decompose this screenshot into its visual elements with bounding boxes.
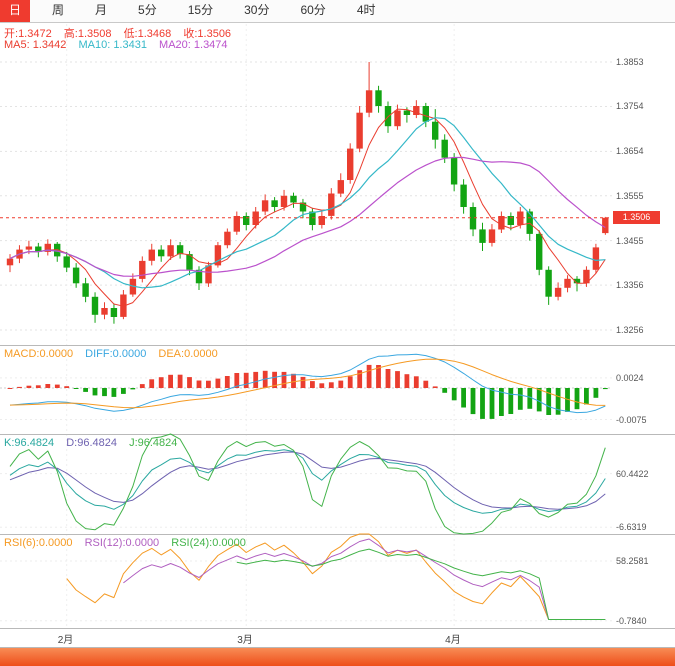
- price-axis-label: 1.3256: [616, 325, 644, 335]
- diff-label: DIFF:: [85, 348, 113, 360]
- rsi24-label: RSI(24):: [171, 537, 213, 549]
- ma10-value: 1.3431: [113, 39, 147, 51]
- macd-value-readout: MACD:0.0000: [4, 348, 73, 360]
- tab-30min[interactable]: 30分: [244, 3, 270, 17]
- kdj-axis-label: 60.4422: [616, 468, 649, 479]
- rsi24-value: 0.0000: [212, 537, 246, 549]
- d-value: 96.4824: [77, 437, 117, 449]
- dea-label: DEA:: [158, 348, 185, 360]
- tab-5min[interactable]: 5分: [138, 3, 157, 17]
- rsi24-readout: RSI(24):0.0000: [171, 537, 246, 549]
- j-value: 96.4824: [137, 437, 178, 449]
- timeframe-toolbar: 日 周 月 5分 15分 30分 60分 4时: [0, 0, 675, 23]
- k-label: K:: [4, 437, 15, 449]
- close-value: 1.3506: [197, 28, 232, 40]
- open-readout: 开:1.3472: [4, 28, 52, 40]
- price-axis-label: 1.3754: [616, 101, 644, 112]
- high-label: 高:: [63, 28, 78, 40]
- open-value: 1.3472: [18, 28, 52, 40]
- ma5-label: MA5:: [4, 39, 33, 51]
- j-readout: J:96.4824: [129, 437, 177, 449]
- price-axis-label: 1.3455: [616, 235, 644, 246]
- macd-readout: MACD:0.0000 DIFF:0.0000 DEA:0.0000: [4, 348, 227, 360]
- close-label: 收:: [183, 28, 198, 40]
- macd-axis-label: -0.0075: [616, 414, 647, 425]
- rsi12-value: 0.0000: [125, 537, 160, 549]
- tab-day[interactable]: 日: [0, 0, 31, 22]
- bottom-accent-bar: [0, 648, 675, 666]
- kdj-readout: K:96.4824 D:96.4824 J:96.4824: [4, 437, 186, 449]
- ma10-label: MA10:: [78, 39, 114, 51]
- tab-week[interactable]: 周: [52, 3, 65, 17]
- ohlc-readout: 开:1.3472 高:1.3508 低:1.3468 收:1.3506: [4, 25, 240, 41]
- tab-15min[interactable]: 15分: [187, 3, 214, 17]
- low-label: 低:: [123, 28, 138, 40]
- price-axis-label: 1.3654: [616, 146, 644, 157]
- dea-value: 0.0000: [184, 348, 218, 360]
- diff-readout: DIFF:0.0000: [85, 348, 146, 360]
- ma5-value: 1.3442: [32, 39, 67, 51]
- rsi-axis-label: -0.7840: [616, 615, 647, 626]
- candlestick-chart-canvas[interactable]: [0, 22, 675, 648]
- tab-4hour[interactable]: 4时: [356, 3, 376, 17]
- price-axis-label: 1.3555: [616, 190, 644, 201]
- d-readout: D:96.4824: [66, 437, 117, 449]
- rsi12-label: RSI(12):: [84, 537, 126, 549]
- rsi6-label: RSI(6):: [4, 537, 39, 549]
- macd-label: MACD:: [4, 348, 40, 360]
- price-axis-label: 1.3853: [616, 57, 644, 67]
- dea-readout: DEA:0.0000: [158, 348, 217, 360]
- k-value: 96.4824: [14, 437, 55, 449]
- rsi12-readout: RSI(12):0.0000: [85, 537, 160, 549]
- tab-month[interactable]: 月: [95, 3, 108, 17]
- diff-value: 0.0000: [112, 348, 147, 360]
- ma10-readout: MA10: 1.3431: [78, 39, 147, 51]
- kdj-axis-label: -6.6319: [616, 522, 647, 533]
- current-price-badge: 1.3506: [613, 211, 660, 225]
- low-value: 1.3468: [137, 28, 172, 40]
- ma20-readout: MA20: 1.3474: [159, 39, 228, 51]
- macd-axis-label: 0.0024: [616, 372, 644, 383]
- open-label: 开:: [4, 28, 19, 40]
- rsi6-readout: RSI(6):0.0000: [4, 537, 73, 549]
- close-readout: 收:1.3506: [183, 28, 231, 40]
- month-axis-label: 4月: [445, 635, 461, 646]
- ma5-readout: MA5: 1.3442: [4, 39, 66, 51]
- high-value: 1.3508: [77, 28, 112, 40]
- month-axis-label: 2月: [57, 635, 74, 646]
- j-label: J:: [129, 437, 138, 449]
- k-readout: K:96.4824: [4, 437, 54, 449]
- price-axis-label: 1.3356: [616, 280, 644, 291]
- tab-60min[interactable]: 60分: [300, 3, 326, 17]
- ma-readout: MA5: 1.3442 MA10: 1.3431 MA20: 1.3474: [4, 39, 237, 51]
- ma20-value: 1.3474: [193, 39, 228, 51]
- low-readout: 低:1.3468: [124, 28, 172, 40]
- d-label: D:: [66, 437, 78, 449]
- ma20-label: MA20:: [159, 39, 194, 51]
- rsi-axis-label: 58.2581: [616, 556, 649, 567]
- macd-value: 0.0000: [39, 348, 74, 360]
- rsi-readout: RSI(6):0.0000 RSI(12):0.0000 RSI(24):0.0…: [4, 537, 255, 549]
- rsi6-value: 0.0000: [38, 537, 73, 549]
- high-readout: 高:1.3508: [64, 28, 112, 40]
- month-axis-label: 3月: [237, 635, 253, 646]
